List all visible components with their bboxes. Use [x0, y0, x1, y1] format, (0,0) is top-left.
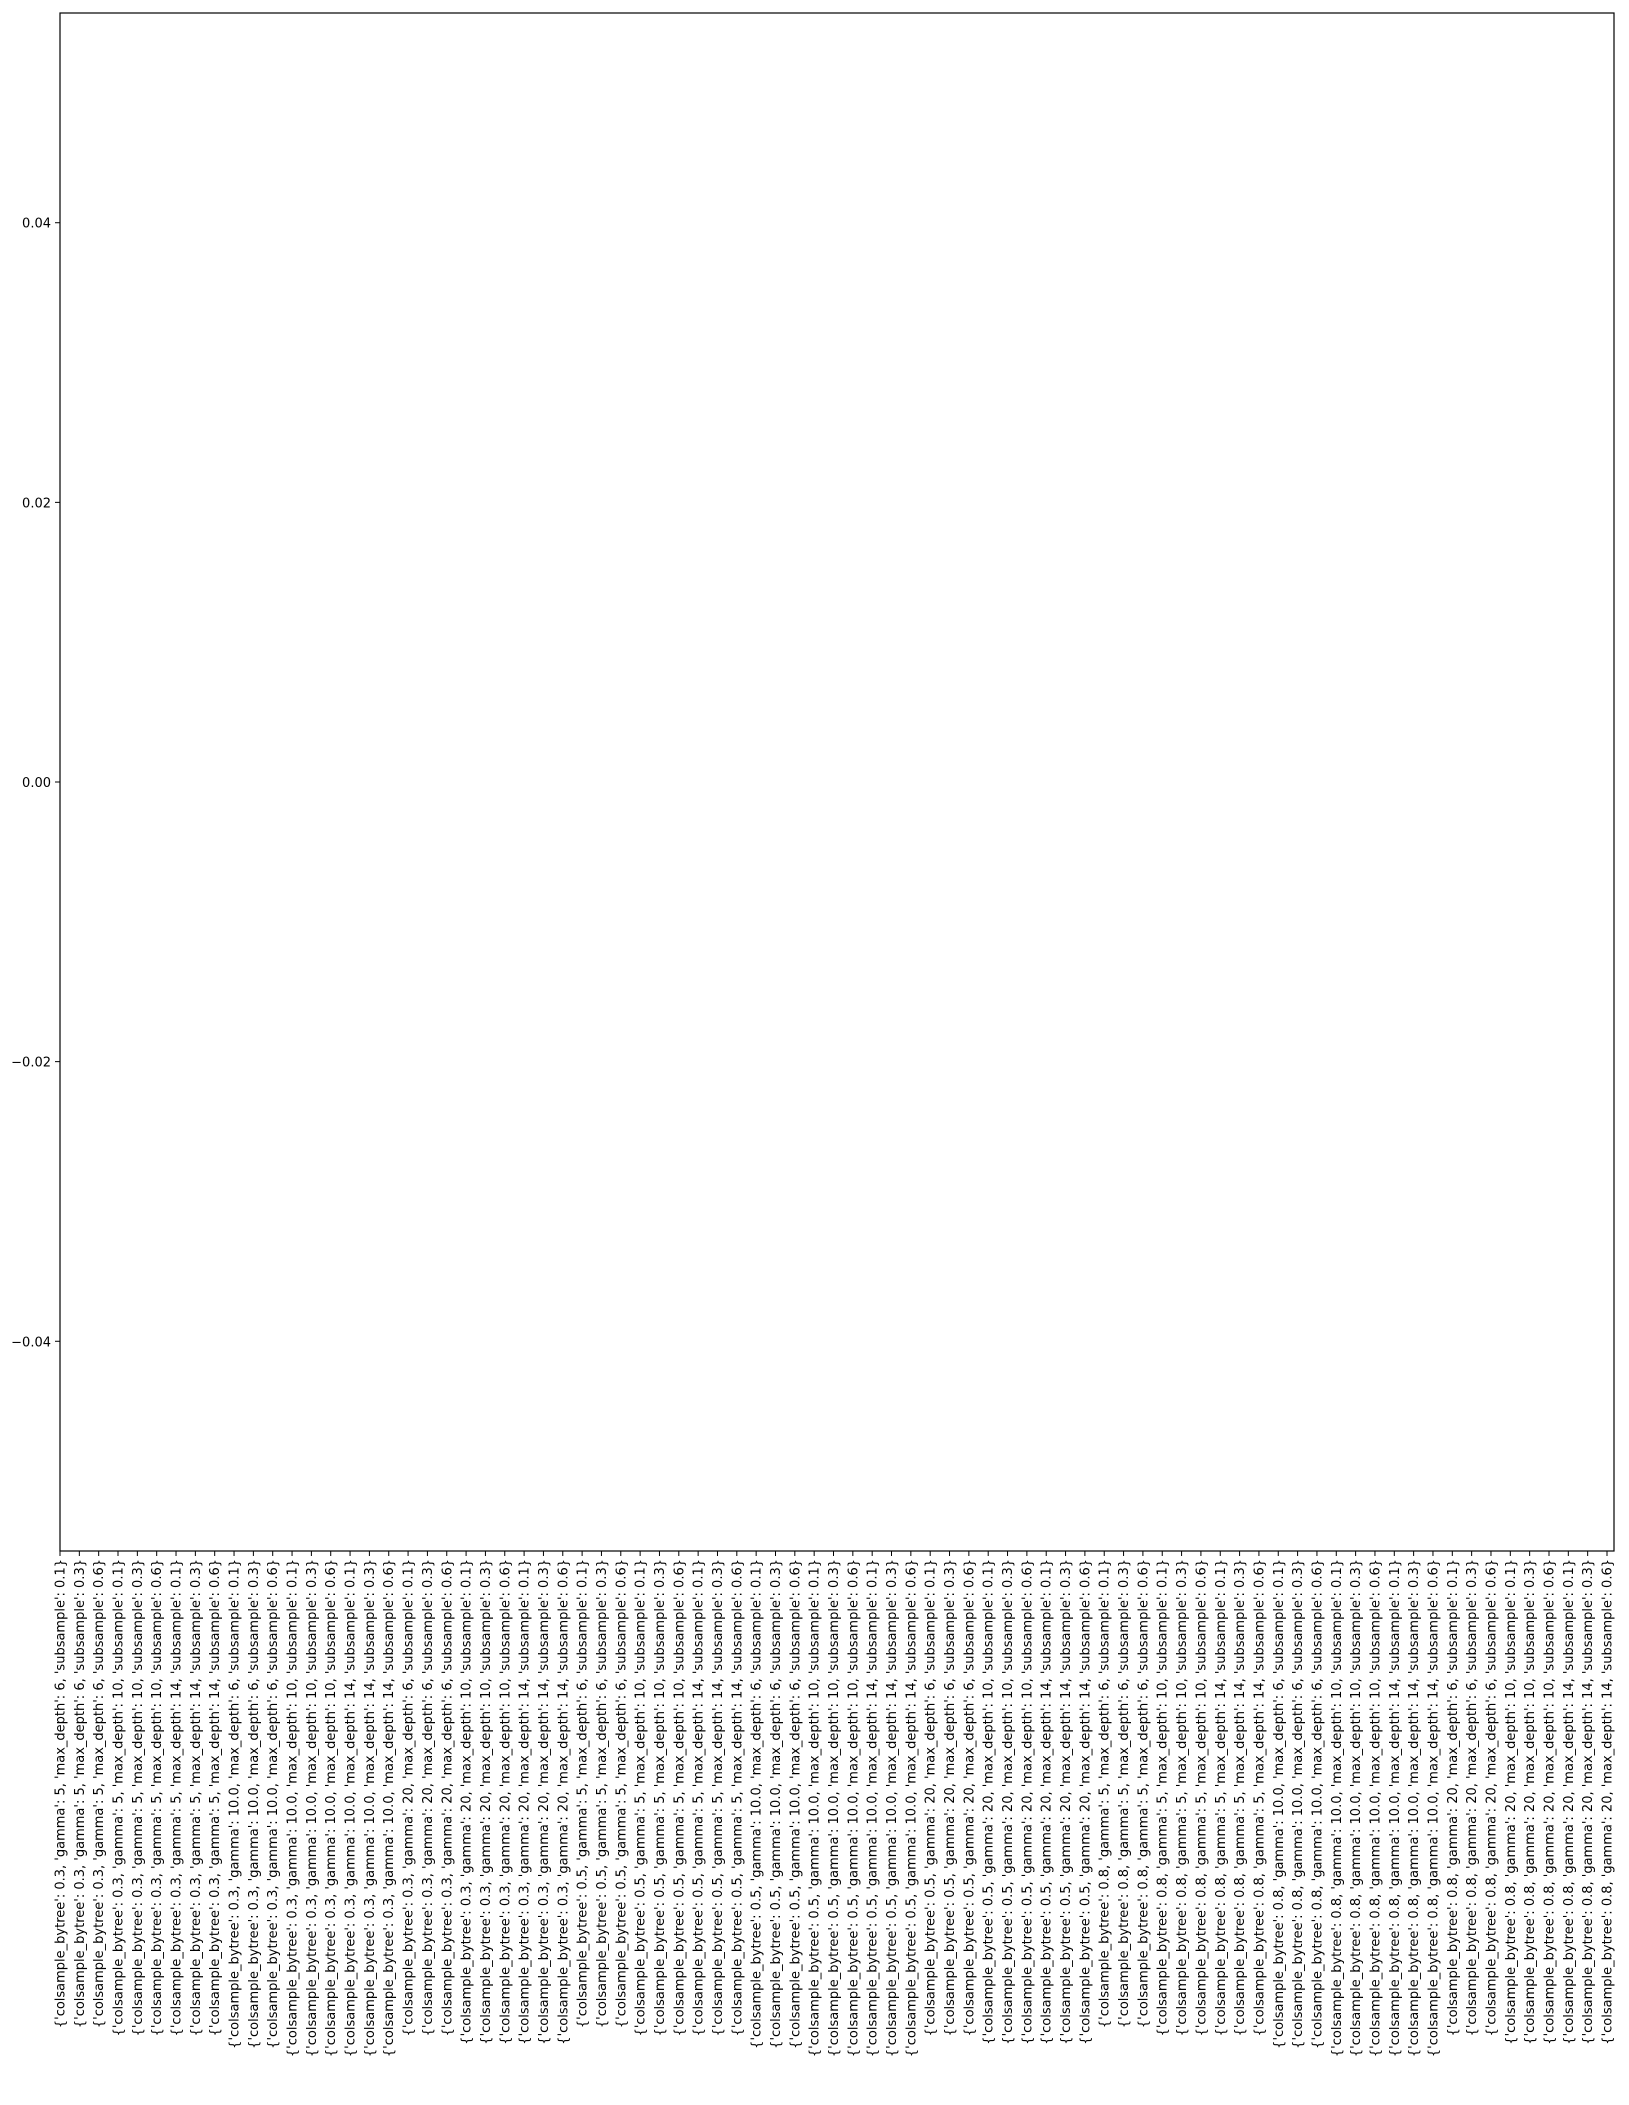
x-tick-label: {'colsample_bytree': 0.5, 'gamma': 20, '…	[962, 1559, 977, 2036]
x-tick-label: {'colsample_bytree': 0.8, 'gamma': 10.0,…	[1407, 1559, 1422, 2057]
x-tick-label: {'colsample_bytree': 0.5, 'gamma': 10.0,…	[769, 1559, 784, 2049]
x-tick-label: {'colsample_bytree': 0.3, 'gamma': 5, 'm…	[189, 1559, 204, 2036]
x-tick-label: {'colsample_bytree': 0.5, 'gamma': 5, 'm…	[672, 1559, 687, 2036]
x-tick-label: {'colsample_bytree': 0.5, 'gamma': 20, '…	[924, 1559, 939, 2036]
y-axis: −0.04 −0.02 0.00 0.02 0.04	[11, 217, 60, 1350]
x-tick-label: {'colsample_bytree': 0.5, 'gamma': 5, 'm…	[576, 1559, 591, 2028]
x-tick-label: {'colsample_bytree': 0.3, 'gamma': 10.0,…	[247, 1559, 262, 2049]
x-tick-label: {'colsample_bytree': 0.8, 'gamma': 20, '…	[1504, 1559, 1519, 2045]
x-tick-label: {'colsample_bytree': 0.3, 'gamma': 5, 'm…	[150, 1559, 165, 2036]
x-tick-label: {'colsample_bytree': 0.8, 'gamma': 5, 'm…	[1117, 1559, 1132, 2028]
x-tick-label: {'colsample_bytree': 0.3, 'gamma': 5, 'm…	[208, 1559, 223, 2036]
x-tick-label: {'colsample_bytree': 0.8, 'gamma': 5, 'm…	[1194, 1559, 1209, 2036]
x-tick-label: {'colsample_bytree': 0.8, 'gamma': 10.0,…	[1291, 1559, 1306, 2049]
x-tick-label: {'colsample_bytree': 0.3, 'gamma': 10.0,…	[228, 1559, 243, 2049]
x-tick-label: {'colsample_bytree': 0.8, 'gamma': 10.0,…	[1368, 1559, 1383, 2057]
x-tick-label: {'colsample_bytree': 0.8, 'gamma': 20, '…	[1562, 1559, 1577, 2045]
x-tick-label: {'colsample_bytree': 0.8, 'gamma': 5, 'm…	[1156, 1559, 1171, 2036]
x-tick-label: {'colsample_bytree': 0.8, 'gamma': 10.0,…	[1330, 1559, 1345, 2057]
x-tick-label: {'colsample_bytree': 0.3, 'gamma': 10.0,…	[382, 1559, 397, 2057]
x-tick-label: {'colsample_bytree': 0.5, 'gamma': 10.0,…	[750, 1559, 765, 2049]
x-tick-label: {'colsample_bytree': 0.3, 'gamma': 10.0,…	[344, 1559, 359, 2057]
x-tick-label: {'colsample_bytree': 0.8, 'gamma': 5, 'm…	[1098, 1559, 1113, 2028]
x-tick-label: {'colsample_bytree': 0.8, 'gamma': 10.0,…	[1388, 1559, 1403, 2057]
x-tick-label: {'colsample_bytree': 0.8, 'gamma': 20, '…	[1465, 1559, 1480, 2036]
x-tick-label: {'colsample_bytree': 0.3, 'gamma': 20, '…	[556, 1559, 571, 2045]
x-tick-label: {'colsample_bytree': 0.5, 'gamma': 10.0,…	[788, 1559, 803, 2049]
x-tick-label: {'colsample_bytree': 0.3, 'gamma': 20, '…	[421, 1559, 436, 2036]
y-tick-label: 0.02	[22, 496, 51, 511]
x-tick-label: {'colsample_bytree': 0.3, 'gamma': 5, 'm…	[92, 1559, 107, 2028]
x-tick-label: {'colsample_bytree': 0.3, 'gamma': 5, 'm…	[112, 1559, 127, 2036]
x-tick-label: {'colsample_bytree': 0.8, 'gamma': 5, 'm…	[1175, 1559, 1190, 2036]
x-tick-label: {'colsample_bytree': 0.8, 'gamma': 5, 'm…	[1136, 1559, 1151, 2028]
x-tick-label: {'colsample_bytree': 0.3, 'gamma': 20, '…	[498, 1559, 513, 2045]
x-tick-label: {'colsample_bytree': 0.5, 'gamma': 20, '…	[943, 1559, 958, 2036]
x-tick-label: {'colsample_bytree': 0.8, 'gamma': 5, 'm…	[1252, 1559, 1267, 2036]
x-tick-label: {'colsample_bytree': 0.3, 'gamma': 10.0,…	[305, 1559, 320, 2057]
x-tick-label: {'colsample_bytree': 0.3, 'gamma': 5, 'm…	[170, 1559, 185, 2036]
x-tick-label: {'colsample_bytree': 0.8, 'gamma': 20, '…	[1581, 1559, 1596, 2045]
x-tick-label: {'colsample_bytree': 0.5, 'gamma': 20, '…	[1001, 1559, 1016, 2045]
x-tick-label: {'colsample_bytree': 0.5, 'gamma': 20, '…	[1020, 1559, 1035, 2045]
y-tick-label: −0.02	[11, 1056, 51, 1071]
x-tick-label: {'colsample_bytree': 0.5, 'gamma': 5, 'm…	[614, 1559, 629, 2028]
x-tick-label: {'colsample_bytree': 0.5, 'gamma': 10.0,…	[827, 1559, 842, 2057]
x-tick-label: {'colsample_bytree': 0.8, 'gamma': 10.0,…	[1310, 1559, 1325, 2049]
x-tick-label: {'colsample_bytree': 0.8, 'gamma': 20, '…	[1523, 1559, 1538, 2045]
x-tick-label: {'colsample_bytree': 0.5, 'gamma': 10.0,…	[808, 1559, 823, 2057]
x-tick-label: {'colsample_bytree': 0.3, 'gamma': 20, '…	[460, 1559, 475, 2045]
x-tick-label: {'colsample_bytree': 0.3, 'gamma': 20, '…	[440, 1559, 455, 2036]
x-tick-label: {'colsample_bytree': 0.8, 'gamma': 10.0,…	[1272, 1559, 1287, 2049]
x-tick-label: {'colsample_bytree': 0.5, 'gamma': 5, 'm…	[595, 1559, 610, 2028]
x-tick-label: {'colsample_bytree': 0.5, 'gamma': 5, 'm…	[653, 1559, 668, 2036]
x-tick-label: {'colsample_bytree': 0.5, 'gamma': 5, 'm…	[692, 1559, 707, 2036]
x-tick-label: {'colsample_bytree': 0.3, 'gamma': 10.0,…	[324, 1559, 339, 2057]
x-tick-label: {'colsample_bytree': 0.8, 'gamma': 5, 'm…	[1233, 1559, 1248, 2036]
x-tick-label: {'colsample_bytree': 0.5, 'gamma': 10.0,…	[904, 1559, 919, 2057]
x-tick-label: {'colsample_bytree': 0.5, 'gamma': 5, 'm…	[711, 1559, 726, 2036]
x-tick-label: {'colsample_bytree': 0.5, 'gamma': 10.0,…	[846, 1559, 861, 2057]
x-tick-label: {'colsample_bytree': 0.3, 'gamma': 20, '…	[518, 1559, 533, 2045]
y-tick-label: 0.04	[22, 217, 51, 232]
x-tick-label: {'colsample_bytree': 0.5, 'gamma': 20, '…	[1040, 1559, 1055, 2045]
y-tick-label: 0.00	[22, 776, 51, 791]
x-tick-label: {'colsample_bytree': 0.5, 'gamma': 20, '…	[1078, 1559, 1093, 2045]
x-tick-label: {'colsample_bytree': 0.3, 'gamma': 20, '…	[479, 1559, 494, 2045]
x-tick-label: {'colsample_bytree': 0.5, 'gamma': 10.0,…	[866, 1559, 881, 2057]
x-tick-label: {'colsample_bytree': 0.3, 'gamma': 5, 'm…	[73, 1559, 88, 2028]
x-tick-label: {'colsample_bytree': 0.8, 'gamma': 5, 'm…	[1214, 1559, 1229, 2036]
x-tick-label: {'colsample_bytree': 0.5, 'gamma': 20, '…	[1059, 1559, 1074, 2045]
x-tick-label: {'colsample_bytree': 0.8, 'gamma': 10.0,…	[1349, 1559, 1364, 2057]
x-axis: {'colsample_bytree': 0.3, 'gamma': 5, 'm…	[54, 1551, 1616, 2057]
x-tick-label: {'colsample_bytree': 0.3, 'gamma': 5, 'm…	[131, 1559, 146, 2036]
x-tick-label: {'colsample_bytree': 0.5, 'gamma': 10.0,…	[885, 1559, 900, 2057]
x-tick-label: {'colsample_bytree': 0.3, 'gamma': 20, '…	[402, 1559, 417, 2036]
x-tick-label: {'colsample_bytree': 0.8, 'gamma': 10.0,…	[1426, 1559, 1441, 2057]
x-tick-label: {'colsample_bytree': 0.5, 'gamma': 5, 'm…	[634, 1559, 649, 2036]
x-tick-label: {'colsample_bytree': 0.3, 'gamma': 10.0,…	[286, 1559, 301, 2057]
x-tick-label: {'colsample_bytree': 0.3, 'gamma': 5, 'm…	[54, 1559, 69, 2028]
x-tick-label: {'colsample_bytree': 0.3, 'gamma': 10.0,…	[363, 1559, 378, 2057]
y-tick-label: −0.04	[11, 1335, 51, 1350]
x-tick-label: {'colsample_bytree': 0.8, 'gamma': 20, '…	[1446, 1559, 1461, 2036]
x-tick-label: {'colsample_bytree': 0.8, 'gamma': 20, '…	[1601, 1559, 1616, 2045]
x-tick-label: {'colsample_bytree': 0.5, 'gamma': 20, '…	[982, 1559, 997, 2045]
x-tick-label: {'colsample_bytree': 0.8, 'gamma': 20, '…	[1542, 1559, 1557, 2045]
x-tick-label: {'colsample_bytree': 0.5, 'gamma': 5, 'm…	[730, 1559, 745, 2036]
x-tick-label: {'colsample_bytree': 0.3, 'gamma': 20, '…	[537, 1559, 552, 2045]
x-tick-label: {'colsample_bytree': 0.8, 'gamma': 20, '…	[1484, 1559, 1499, 2036]
x-tick-label: {'colsample_bytree': 0.3, 'gamma': 10.0,…	[266, 1559, 281, 2049]
